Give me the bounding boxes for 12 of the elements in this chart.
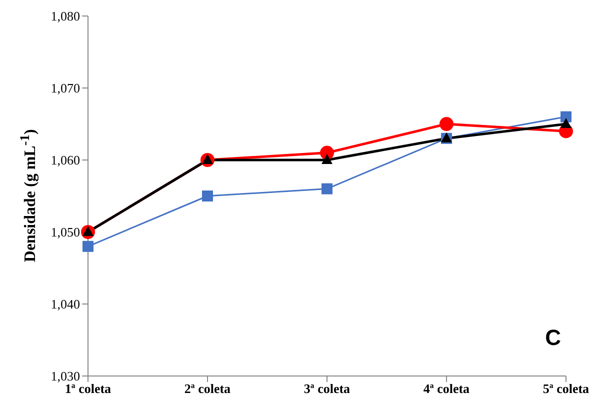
y-tick-label: 1,030 xyxy=(50,368,80,384)
y-tick-label: 1,080 xyxy=(50,8,80,24)
x-tick-label: 1ª coleta xyxy=(64,381,112,396)
x-tick-label: 2ª coleta xyxy=(184,381,232,396)
x-tick-label: 3ª coleta xyxy=(304,381,351,396)
y-tick-label: 1,060 xyxy=(50,152,80,168)
y-tick-label: 1,050 xyxy=(50,224,80,240)
annotation: C xyxy=(545,325,561,351)
x-tick-label: 4ª coleta xyxy=(423,381,470,396)
y-tick-label: 1,070 xyxy=(50,80,80,96)
x-tick-label: 5ª coleta xyxy=(542,381,590,396)
y-tick-label: 1,040 xyxy=(50,296,80,312)
